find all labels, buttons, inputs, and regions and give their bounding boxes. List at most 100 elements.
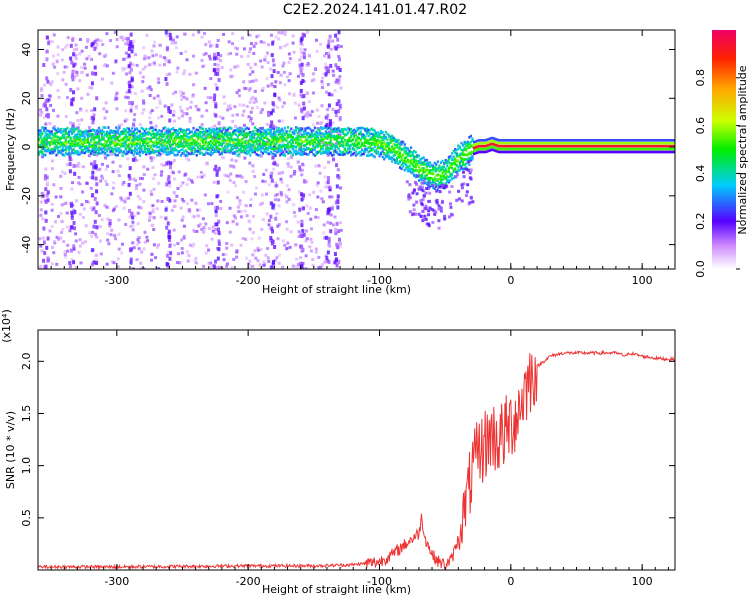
heat-cell [324, 132, 328, 135]
heat-cell [420, 169, 424, 172]
speckle [110, 228, 114, 232]
heat-cell [495, 149, 498, 153]
heat-cell [454, 160, 457, 163]
heat-cell [417, 161, 421, 165]
heat-cell [88, 132, 91, 136]
speckle [132, 125, 136, 129]
speckle [201, 217, 205, 221]
heat-cell [561, 139, 564, 142]
heat-cell [384, 130, 387, 134]
speckle [183, 69, 187, 73]
speckle [441, 199, 445, 203]
speckle [249, 116, 253, 120]
heat-cell [164, 126, 167, 129]
heat-cell [99, 152, 102, 155]
heat-cell [372, 136, 375, 140]
heat-cell [334, 135, 337, 139]
speckle [100, 77, 104, 81]
heat-cell [507, 139, 510, 142]
heat-cell [156, 130, 159, 134]
speckle [168, 32, 172, 37]
heat-cell [108, 143, 112, 146]
heat-cell [148, 137, 151, 141]
speckle [83, 66, 87, 70]
speckle [265, 192, 269, 196]
speckle [182, 236, 186, 240]
heat-cell [45, 129, 49, 132]
heat-cell [231, 144, 235, 148]
speckle [65, 225, 69, 229]
heat-cell [220, 152, 224, 156]
heat-cell [536, 150, 539, 154]
speckle [40, 94, 44, 98]
speckle [128, 166, 132, 171]
heat-cell [361, 148, 364, 151]
heat-cell [271, 152, 274, 156]
heat-cell [241, 145, 244, 148]
heat-cell [513, 150, 517, 154]
heat-cell [209, 153, 212, 157]
heat-cell [255, 137, 258, 140]
heat-cell [378, 141, 381, 145]
heat-cell [201, 144, 205, 148]
heat-cell [523, 141, 526, 145]
heat-cell [173, 136, 176, 140]
heat-cell [78, 146, 82, 150]
heat-cell [239, 149, 242, 153]
heat-cell [216, 127, 219, 130]
speckle [279, 193, 283, 197]
speckle [111, 209, 115, 213]
heat-cell [250, 144, 253, 147]
speckle [56, 53, 60, 57]
heat-cell [91, 136, 94, 140]
heat-cell [211, 135, 214, 139]
speckle [215, 169, 219, 174]
heat-cell [246, 152, 249, 155]
heat-cell [449, 155, 452, 158]
heat-cell [602, 147, 605, 151]
speckle [179, 90, 183, 94]
heat-cell [298, 138, 301, 142]
heat-cell [293, 149, 296, 153]
speckle [273, 258, 277, 262]
speckle [184, 156, 188, 160]
heat-cell [471, 151, 474, 155]
speckle [197, 224, 201, 228]
speckle [239, 174, 243, 178]
heat-cell [329, 132, 332, 136]
speckle [413, 180, 417, 184]
heat-cell [321, 132, 324, 136]
speckle [248, 227, 252, 231]
speckle [163, 104, 167, 108]
heat-cell [39, 136, 42, 139]
heat-cell [167, 147, 170, 151]
speckle [268, 227, 272, 231]
speckle [52, 239, 56, 243]
heat-cell [384, 146, 387, 150]
speckle [56, 237, 60, 241]
speckle [70, 213, 74, 218]
heat-cell [400, 155, 403, 159]
heat-cell [290, 142, 293, 146]
heat-cell [387, 157, 391, 160]
heat-cell [228, 149, 231, 152]
heat-cell [74, 133, 77, 137]
heat-cell [619, 144, 622, 148]
heat-cell [640, 139, 643, 142]
heat-cell [153, 128, 156, 132]
heat-cell [591, 141, 594, 145]
heat-cell [670, 147, 673, 151]
heat-cell [168, 133, 172, 137]
heat-cell [599, 144, 602, 148]
heat-cell [402, 153, 405, 157]
heat-cell [428, 165, 432, 168]
heat-cell [487, 146, 490, 150]
heat-cell [556, 150, 559, 154]
speckle [142, 173, 146, 177]
speckle [449, 205, 453, 209]
heat-cell [149, 132, 153, 136]
heat-cell [600, 139, 603, 142]
speckle [133, 156, 137, 160]
heat-cell [159, 138, 162, 142]
heat-cell [548, 147, 551, 151]
